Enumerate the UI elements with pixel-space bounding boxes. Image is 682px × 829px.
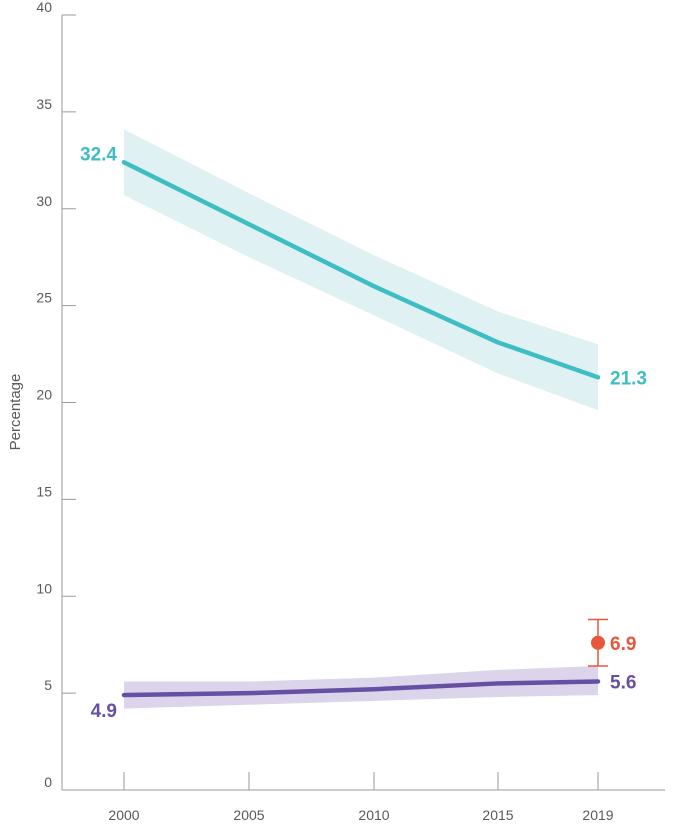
y-tick-label: 10 [36, 580, 52, 596]
y-tick-label: 40 [36, 0, 52, 15]
y-tick-label: 25 [36, 290, 52, 306]
series-2-confidence-band [124, 666, 598, 709]
x-tick-label: 2000 [108, 807, 139, 823]
x-tick-label: 2015 [482, 807, 513, 823]
x-tick-label: 2019 [582, 807, 613, 823]
y-tick-label: 15 [36, 483, 52, 499]
x-tick-label: 2010 [358, 807, 389, 823]
point-label: 6.9 [610, 634, 636, 655]
y-tick-label: 5 [44, 677, 52, 693]
series-2-start-label: 4.9 [91, 701, 117, 722]
x-tick-label: 2005 [233, 807, 264, 823]
y-tick-label: 20 [36, 387, 52, 403]
y-tick-label: 35 [36, 96, 52, 112]
series-1-confidence-band [124, 129, 598, 411]
series-2-end-label: 5.6 [610, 673, 636, 694]
series-2-line [121, 679, 601, 698]
y-tick-label: 30 [36, 193, 52, 209]
series-1-line [121, 160, 601, 380]
series-1-start-label: 32.4 [80, 144, 117, 165]
series-1-end-label: 21.3 [610, 368, 647, 389]
y-tick-label: 0 [44, 774, 52, 790]
point-marker [591, 635, 605, 650]
y-axis-title: Percentage [7, 374, 24, 451]
